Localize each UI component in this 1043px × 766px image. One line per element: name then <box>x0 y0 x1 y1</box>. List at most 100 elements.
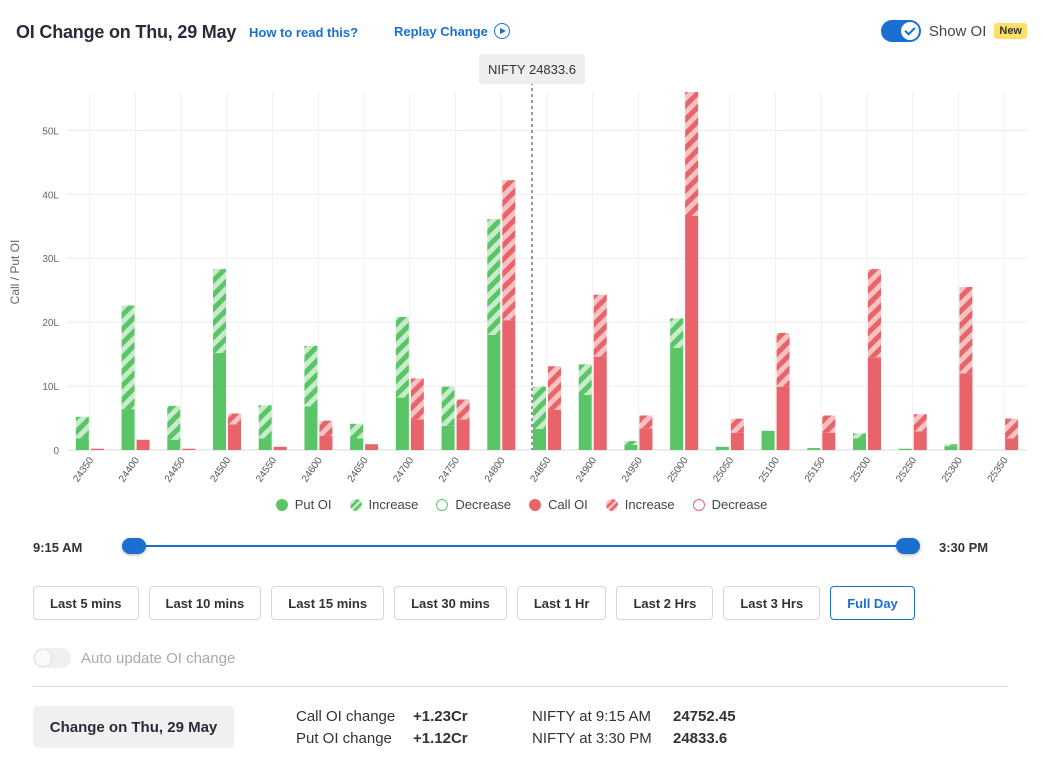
call-decrease-swatch <box>692 498 705 511</box>
call-oi-bar <box>228 424 241 450</box>
call-increase-bar <box>730 418 744 433</box>
auto-update-label: Auto update OI change <box>81 649 236 667</box>
how-to-read-link[interactable]: How to read this? <box>249 25 359 40</box>
put-oi-bar <box>578 395 592 450</box>
put-increase-bar <box>487 219 501 335</box>
slider-end-time: 3:30 PM <box>939 540 989 555</box>
x-tick-label: 25000 <box>666 455 691 484</box>
call-oi-bar <box>639 428 653 450</box>
last-5-mins-button[interactable]: Last 5 mins <box>33 586 139 620</box>
legend-call-decrease[interactable]: Decrease <box>692 497 768 512</box>
legend-put-increase[interactable]: Increase <box>349 497 418 512</box>
last-15-mins-button[interactable]: Last 15 mins <box>271 586 385 620</box>
y-tick-label: 30L <box>42 254 59 265</box>
last-1-hr-button[interactable]: Last 1 Hr <box>516 586 607 620</box>
put-oi-bar <box>350 438 364 450</box>
put-oi-bar <box>121 409 135 450</box>
put-oi-bar <box>944 446 958 450</box>
spot-price-label: NIFTY 24833.6 <box>488 62 576 77</box>
y-tick-label: 40L <box>42 190 59 201</box>
legend-put-decrease[interactable]: Decrease <box>436 497 511 512</box>
call-oi-bar <box>410 419 424 450</box>
put-decrease-swatch <box>436 498 449 511</box>
x-tick-label: 24650 <box>346 455 371 484</box>
auto-update-toggle[interactable] <box>33 648 71 668</box>
call-oi-bar <box>502 320 516 450</box>
put-increase-bar <box>258 405 272 439</box>
y-tick-label: 50L <box>42 126 59 137</box>
replay-change-link[interactable]: Replay Change <box>394 23 510 39</box>
replay-change-label: Replay Change <box>394 23 488 39</box>
last-30-mins-button[interactable]: Last 30 mins <box>394 586 507 620</box>
put-increase-bar <box>624 441 638 445</box>
x-tick-label: 24550 <box>254 455 279 484</box>
put-oi-bar <box>624 444 638 450</box>
x-tick-label: 25350 <box>986 455 1011 484</box>
show-oi-toggle[interactable] <box>880 20 921 42</box>
put-increase-bar <box>853 433 866 439</box>
call-oi-bar <box>913 431 927 450</box>
new-badge: New <box>994 23 1027 39</box>
put-increase-bar <box>213 269 226 353</box>
last-3-hrs-button[interactable]: Last 3 Hrs <box>723 586 821 620</box>
x-tick-label: 24600 <box>300 455 325 484</box>
call-increase-bar <box>776 333 790 387</box>
check-icon <box>900 22 919 40</box>
last-10-mins-button[interactable]: Last 10 mins <box>148 586 262 620</box>
legend-label: Decrease <box>455 497 512 512</box>
call-increase-bar <box>639 415 653 429</box>
x-tick-label: 25050 <box>711 455 736 484</box>
legend-label: Decrease <box>711 497 768 512</box>
x-tick-label: 24350 <box>71 455 96 484</box>
nifty-end-label: NIFTY at 3:30 PM <box>532 730 652 747</box>
call-oi-bar <box>136 439 150 450</box>
call-oi-bar <box>959 373 973 450</box>
last-2-hrs-button[interactable]: Last 2 Hrs <box>616 586 714 620</box>
put-oi-bar <box>258 438 272 450</box>
nifty-start-value: 24752.45 <box>673 708 736 725</box>
legend-put-oi[interactable]: Put OI <box>275 497 332 512</box>
slider-start-handle[interactable] <box>122 538 146 554</box>
put-oi-bar <box>670 347 684 450</box>
put-increase-bar <box>533 386 546 429</box>
x-tick-label: 25250 <box>894 455 919 484</box>
oi-change-summary: Call OI change +1.23Cr Put OI change +1.12… <box>296 706 468 750</box>
change-date-button[interactable]: Change on Thu, 29 May <box>33 706 234 748</box>
x-tick-label: 25150 <box>803 455 828 484</box>
legend-label: Increase <box>624 497 675 512</box>
put-oi-bar <box>533 428 546 450</box>
chart-legend: Put OI Increase Decrease Call OI Increas… <box>0 497 1043 512</box>
call-oi-bar <box>1005 438 1019 450</box>
call-increase-bar <box>959 286 973 374</box>
call-increase-bar <box>913 414 927 432</box>
slider-end-handle[interactable] <box>896 538 920 554</box>
put-oi-bar <box>853 438 866 450</box>
legend-call-increase[interactable]: Increase <box>605 497 675 512</box>
put-oi-swatch <box>275 498 288 511</box>
call-oi-bar <box>90 448 104 450</box>
call-increase-bar <box>1005 418 1019 439</box>
put-oi-bar <box>487 334 501 450</box>
nifty-start-label: NIFTY at 9:15 AM <box>532 708 651 725</box>
put-oi-bar <box>761 430 775 450</box>
call-increase-bar <box>456 399 470 420</box>
call-increase-bar <box>319 420 333 436</box>
legend-call-oi[interactable]: Call OI <box>529 497 588 512</box>
toggle-knob <box>35 650 51 666</box>
put-increase-bar <box>121 305 135 410</box>
show-oi-label: Show OI <box>928 22 987 40</box>
header: OI Change on Thu, 29 May <box>16 20 236 44</box>
legend-label: Put OI <box>294 497 332 512</box>
y-tick-label: 0 <box>53 446 59 457</box>
call-oi-bar <box>685 216 699 450</box>
full-day-button[interactable]: Full Day <box>830 586 915 620</box>
call-increase-bar <box>593 294 607 357</box>
put-increase-bar <box>670 318 684 348</box>
x-tick-label: 24500 <box>208 455 233 484</box>
nifty-summary: NIFTY at 9:15 AM 24752.45 NIFTY at 3:30 P… <box>532 706 736 750</box>
slider-track[interactable] <box>132 545 908 547</box>
put-oi-change-value: +1.12Cr <box>413 730 468 747</box>
x-tick-label: 25200 <box>848 455 873 484</box>
call-increase-bar <box>410 378 424 420</box>
call-oi-change-value: +1.23Cr <box>413 708 468 725</box>
